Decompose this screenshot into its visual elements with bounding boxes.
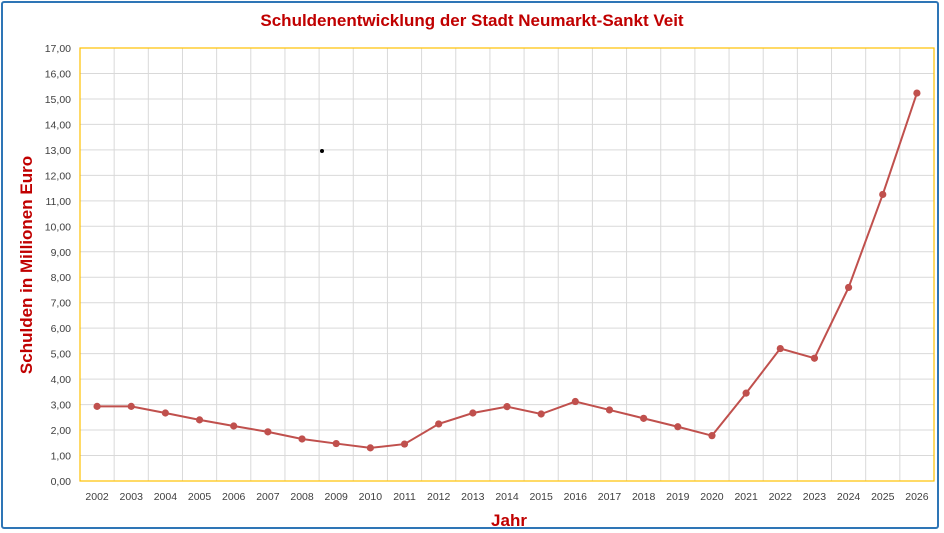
data-point — [127, 402, 135, 410]
x-tick-label: 2018 — [632, 491, 656, 503]
x-tick-label: 2024 — [837, 491, 861, 503]
data-point — [332, 439, 340, 448]
plot-area-border — [79, 47, 935, 482]
x-axis-title: Jahr — [491, 511, 527, 530]
grid-lines — [79, 47, 935, 482]
x-tick-label: 2010 — [359, 491, 383, 503]
y-axis-title: Schulden in Millionen Euro — [17, 156, 36, 374]
x-tick-label: 2013 — [461, 491, 485, 503]
data-point — [776, 344, 784, 353]
x-tick-label: 2014 — [495, 491, 519, 503]
x-tick-label: 2008 — [290, 491, 314, 503]
x-tick-label: 2012 — [427, 491, 451, 503]
data-point — [810, 354, 819, 362]
y-tick-label: 3,00 — [51, 400, 72, 412]
y-tick-label: 4,00 — [51, 374, 72, 386]
data-point — [640, 414, 648, 422]
data-point — [435, 420, 443, 428]
data-point — [913, 89, 921, 97]
data-point — [503, 403, 511, 411]
series-line — [97, 92, 918, 449]
stray-dot — [320, 149, 324, 153]
data-point — [708, 432, 716, 440]
data-point — [264, 428, 272, 436]
y-tick-label: 6,00 — [51, 323, 72, 335]
data-point — [298, 435, 306, 443]
data-point — [161, 409, 169, 417]
y-tick-label: 5,00 — [51, 349, 72, 361]
data-point — [366, 444, 374, 452]
data-point — [195, 416, 204, 424]
x-tick-label: 2011 — [393, 491, 416, 503]
y-tick-label: 1,00 — [51, 451, 72, 463]
data-point — [93, 402, 101, 410]
x-tick-label: 2019 — [666, 491, 690, 503]
data-point — [537, 410, 545, 418]
y-tick-label: 14,00 — [45, 119, 71, 131]
y-tick-label: 17,00 — [45, 43, 71, 55]
x-tick-label: 2007 — [256, 491, 280, 503]
y-tick-label: 10,00 — [45, 221, 71, 233]
x-tick-label: 2017 — [598, 491, 622, 503]
data-point — [605, 406, 614, 414]
y-tick-label: 11,00 — [46, 196, 72, 208]
x-tick-label: 2025 — [871, 491, 895, 503]
y-tick-label: 0,00 — [51, 476, 72, 488]
chart-title: Schuldenentwicklung der Stadt Neumarkt-S… — [260, 11, 684, 30]
y-axis-tick-labels: 0,00 1,00 2,00 3,00 4,00 5,00 6,00 7,00 8,00 9,00… — [45, 43, 71, 488]
x-tick-label: 2015 — [529, 491, 553, 503]
data-point — [230, 422, 238, 430]
x-tick-label: 2003 — [120, 491, 144, 503]
y-tick-label: 16,00 — [45, 68, 71, 80]
y-tick-label: 2,00 — [51, 425, 72, 437]
y-tick-label: 9,00 — [51, 247, 72, 259]
y-tick-label: 7,00 — [51, 298, 72, 310]
x-tick-label: 2006 — [222, 491, 246, 503]
x-tick-label: 2022 — [769, 491, 793, 503]
x-tick-label: 2016 — [564, 491, 588, 503]
series-markers — [93, 89, 921, 452]
y-tick-label: 8,00 — [51, 272, 72, 284]
x-tick-label: 2026 — [905, 491, 929, 503]
x-tick-label: 2005 — [188, 491, 212, 503]
data-point — [469, 409, 477, 417]
x-tick-label: 2009 — [325, 491, 349, 503]
data-point — [879, 190, 887, 199]
y-tick-label: 15,00 — [45, 94, 71, 106]
data-point — [742, 389, 750, 397]
data-point — [674, 423, 682, 431]
y-tick-label: 13,00 — [45, 145, 71, 157]
x-tick-label: 2023 — [803, 491, 827, 503]
data-point — [400, 440, 409, 448]
x-tick-label: 2004 — [154, 491, 178, 503]
x-tick-label: 2021 — [734, 491, 758, 503]
x-axis-tick-labels: 2002 2003 2004 2005 2006 2007 2008 2009 2010 2011… — [85, 491, 928, 503]
data-point — [845, 283, 853, 292]
data-point — [571, 397, 579, 406]
x-tick-label: 2002 — [85, 491, 109, 503]
y-tick-label: 12,00 — [45, 170, 71, 182]
x-tick-label: 2020 — [700, 491, 724, 503]
